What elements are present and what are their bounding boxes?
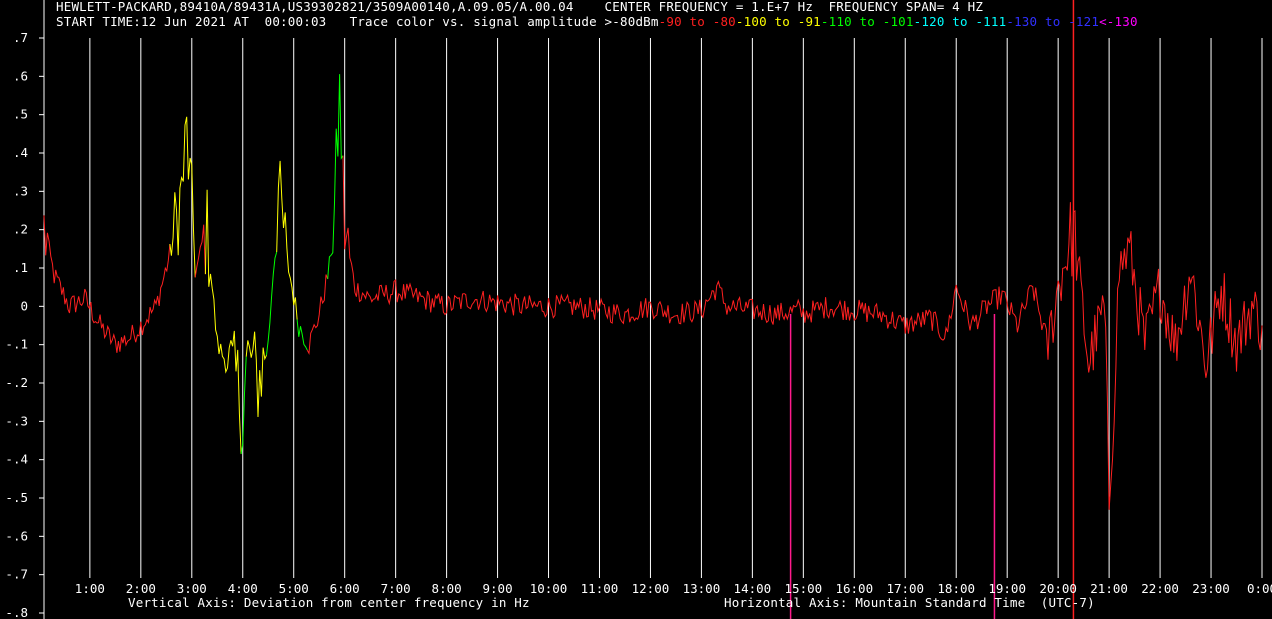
legend-segment: <-130 bbox=[1099, 14, 1138, 29]
instrument-header: HEWLETT-PACKARD,89410A/89431A,US39302821… bbox=[56, 0, 984, 14]
legend-segment: to bbox=[1037, 14, 1069, 29]
x-tick-label: 14:00 bbox=[734, 581, 772, 596]
vertical-axis-label: Vertical Axis: Deviation from center fre… bbox=[128, 595, 530, 610]
y-tick-label: -.1 bbox=[5, 337, 28, 352]
amplitude-legend: >-80dBm-90 to -80-100 to -91-110 to -101… bbox=[605, 14, 1138, 29]
start-time: START TIME:12 Jun 2021 AT 00:00:03 bbox=[56, 14, 327, 29]
y-tick-label: .1 bbox=[13, 260, 28, 275]
legend-segment: -90 bbox=[658, 14, 682, 29]
trace-segment bbox=[194, 224, 206, 278]
grid-lines bbox=[43, 0, 1263, 619]
x-tick-label: 2:00 bbox=[126, 581, 156, 596]
x-tick-label: 23:00 bbox=[1192, 581, 1230, 596]
legend-segment: to bbox=[766, 14, 798, 29]
x-tick-label: 4:00 bbox=[228, 581, 258, 596]
trace-segment bbox=[296, 319, 308, 351]
trace-segment bbox=[327, 74, 344, 280]
y-tick-label: -.4 bbox=[5, 452, 28, 467]
x-tick-label: 15:00 bbox=[785, 581, 823, 596]
trace-segment bbox=[204, 189, 242, 455]
x-tick-label: 10:00 bbox=[530, 581, 568, 596]
trace-segment bbox=[169, 116, 196, 278]
x-tick-label: 3:00 bbox=[177, 581, 207, 596]
x-tick-label: 20:00 bbox=[1039, 581, 1077, 596]
y-tick-label: 0 bbox=[20, 298, 28, 313]
y-tick-label: .3 bbox=[13, 183, 28, 198]
x-tick-label: 12:00 bbox=[632, 581, 670, 596]
x-tick-label: 0:00 bbox=[1247, 581, 1272, 596]
legend-segment: -91 bbox=[797, 14, 821, 29]
y-tick-label: .4 bbox=[13, 145, 28, 160]
legend-segment: -121 bbox=[1068, 14, 1100, 29]
x-tick-label: 21:00 bbox=[1090, 581, 1128, 596]
x-tick-label: 6:00 bbox=[330, 581, 360, 596]
x-tick-label: 17:00 bbox=[886, 581, 924, 596]
y-tick-label: -.5 bbox=[5, 490, 28, 505]
x-tick-label: 11:00 bbox=[581, 581, 619, 596]
legend-segment: -130 bbox=[1006, 14, 1038, 29]
x-tick-label: 7:00 bbox=[381, 581, 411, 596]
x-tick-label: 9:00 bbox=[483, 581, 513, 596]
y-axis-ticks: .7 .6 .5 .4 .3 .2 .1 0 -.1 -.2 -.3 -.4 -.5 -.6 -.7 -.8 bbox=[5, 30, 44, 619]
x-axis-ticks: 1:00 2:00 3:00 4:00 5:00 6:00 7:00 8:00 9:00 10:0… bbox=[75, 581, 1272, 596]
y-tick-label: .5 bbox=[13, 107, 28, 122]
x-tick-label: 1:00 bbox=[75, 581, 105, 596]
y-tick-label: -.3 bbox=[5, 413, 28, 428]
horizontal-axis-label: Horizontal Axis: Mountain Standard Time … bbox=[724, 595, 1095, 610]
x-tick-label: 5:00 bbox=[279, 581, 309, 596]
trace-segment bbox=[276, 160, 298, 320]
marker-lines bbox=[789, 0, 1075, 619]
x-tick-label: 13:00 bbox=[683, 581, 721, 596]
y-tick-label: .6 bbox=[13, 68, 28, 83]
legend-segment: -110 bbox=[820, 14, 852, 29]
signal-trace bbox=[43, 74, 1263, 510]
legend-segment: to bbox=[851, 14, 883, 29]
legend-segment: -101 bbox=[882, 14, 914, 29]
trace-segment bbox=[306, 274, 329, 355]
x-tick-label: 18:00 bbox=[937, 581, 975, 596]
legend-segment: -80 bbox=[712, 14, 736, 29]
trace-segment bbox=[240, 356, 247, 455]
x-tick-label: 19:00 bbox=[988, 581, 1026, 596]
x-tick-label: 22:00 bbox=[1141, 581, 1179, 596]
y-tick-label: -.7 bbox=[5, 567, 28, 582]
y-tick-label: .2 bbox=[13, 222, 28, 237]
legend-segment: -100 bbox=[735, 14, 767, 29]
trace-segment bbox=[266, 251, 278, 356]
y-tick-label: -.2 bbox=[5, 375, 28, 390]
y-tick-label: .7 bbox=[13, 30, 28, 45]
x-tick-label: 8:00 bbox=[432, 581, 462, 596]
legend-segment: -111 bbox=[975, 14, 1007, 29]
x-tick-label: 16:00 bbox=[835, 581, 873, 596]
legend-prefix: Trace color vs. signal amplitude bbox=[349, 14, 605, 29]
legend-segment: >-80dBm bbox=[604, 14, 659, 29]
start-time-legend-line: START TIME:12 Jun 2021 AT 00:00:03 Trace… bbox=[56, 15, 1138, 29]
trace-segment bbox=[43, 215, 171, 353]
y-tick-label: -.8 bbox=[5, 605, 28, 619]
trace-segment bbox=[342, 155, 1263, 510]
legend-segment: to bbox=[944, 14, 976, 29]
trace-segment bbox=[245, 331, 267, 418]
legend-segment: -120 bbox=[913, 14, 945, 29]
y-tick-label: -.6 bbox=[5, 528, 28, 543]
legend-segment: to bbox=[681, 14, 713, 29]
